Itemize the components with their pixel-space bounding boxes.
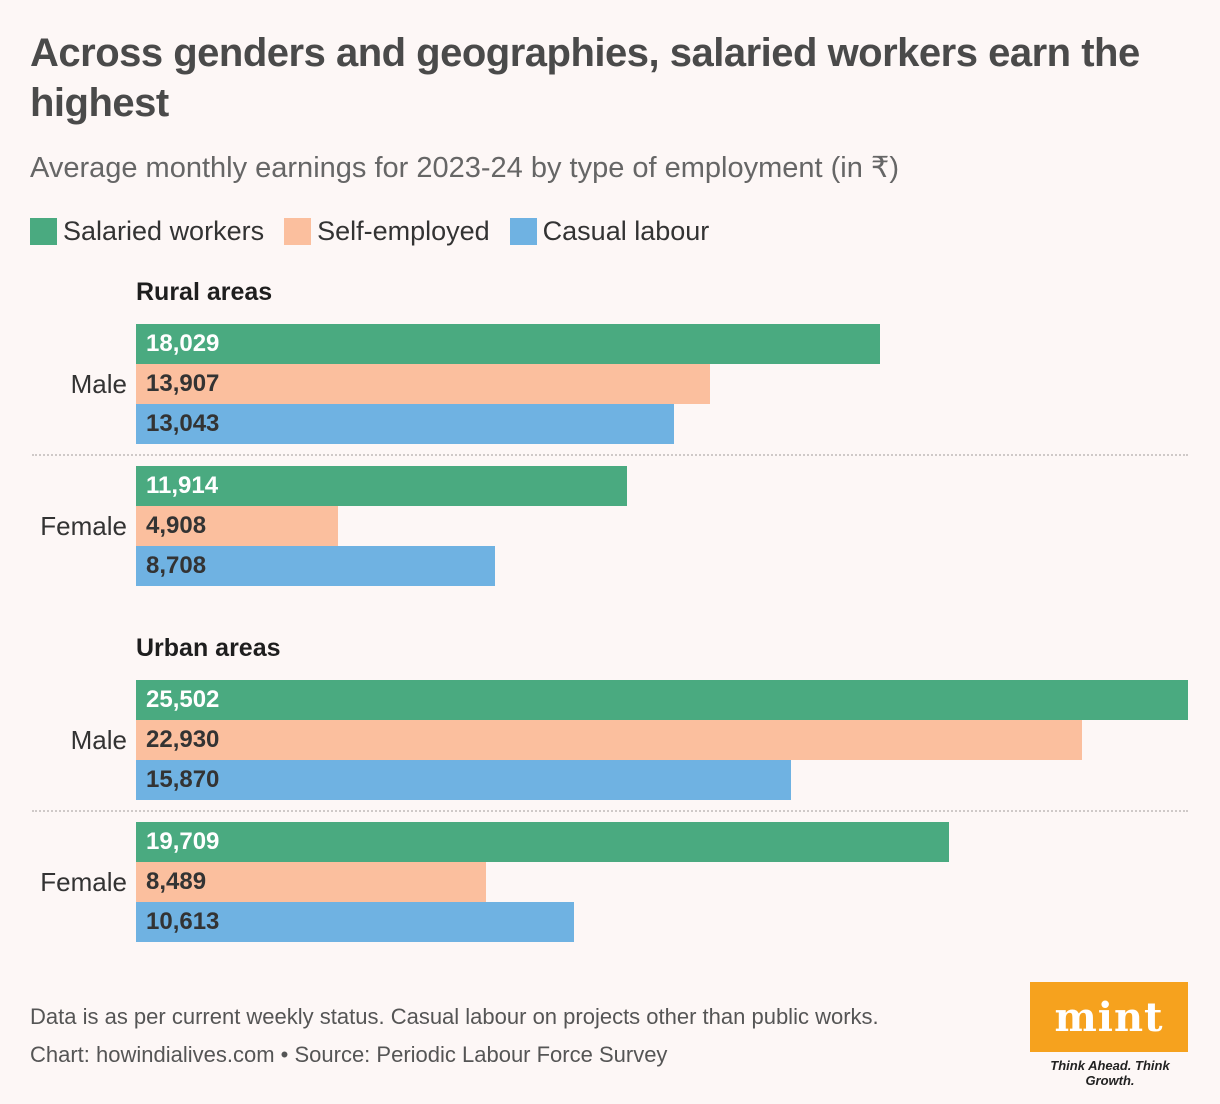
legend-label-self-employed: Self-employed (317, 216, 490, 246)
source-credit: Chart: howindialives.com • Source: Perio… (30, 1042, 668, 1067)
bar-rural-female-casual: 8,708 (136, 546, 496, 586)
urban-female-label: Female (40, 867, 127, 897)
bar-urban-female-casual: 10,613 (136, 902, 574, 942)
legend-swatch-self-employed (284, 218, 312, 245)
legend-swatch-casual (509, 218, 537, 245)
rural-male-label: Male (70, 369, 127, 399)
chart-subtitle: Average monthly earnings for 2023-24 by … (30, 152, 900, 184)
bar-rural-female-salaried: 11,914 (136, 466, 628, 506)
chart-title: Across genders and geographies, salaried… (30, 31, 1140, 125)
bar-rural-male-self-employed: 13,907 (136, 364, 710, 404)
legend-item-casual: Casual labour (509, 216, 710, 247)
bar-urban-male-self-employed: 22,930 (136, 720, 1082, 760)
bar-value-rural-male-salaried: 18,029 (146, 330, 220, 357)
rural-divider (32, 454, 1188, 456)
bar-value-rural-male-casual: 13,043 (146, 410, 220, 437)
bar-value-urban-male-self-employed: 22,930 (146, 726, 220, 753)
bar-urban-female-self-employed: 8,489 (136, 862, 487, 902)
legend-item-self-employed: Self-employed (284, 216, 490, 247)
rural-section-title: Rural areas (136, 278, 273, 306)
rural-female-label: Female (40, 511, 127, 541)
mint-logo-text: mint (1054, 993, 1164, 1041)
urban-male-label: Male (70, 725, 127, 755)
urban-section-title: Urban areas (136, 634, 281, 662)
bar-value-rural-male-self-employed: 13,907 (146, 370, 220, 397)
bar-rural-male-casual: 13,043 (136, 404, 675, 444)
bar-value-rural-female-salaried: 11,914 (146, 472, 219, 499)
bar-urban-female-salaried: 19,709 (136, 822, 950, 862)
bar-urban-male-casual: 15,870 (136, 760, 791, 800)
bar-rural-male-salaried: 18,029 (136, 324, 880, 364)
logo-tagline: Think Ahead. Think Growth. (1050, 1058, 1170, 1088)
legend-swatch-salaried (30, 218, 57, 245)
legend: Salaried workers Self-employed Casual la… (30, 216, 729, 247)
bar-rural-female-self-employed: 4,908 (136, 506, 339, 546)
bar-value-rural-female-self-employed: 4,908 (146, 512, 207, 539)
bar-value-rural-female-casual: 8,708 (146, 552, 207, 579)
footnote: Data is as per current weekly status. Ca… (30, 1004, 879, 1029)
legend-item-salaried: Salaried workers (30, 216, 264, 247)
mint-logo: mint (1030, 982, 1188, 1052)
bar-urban-male-salaried: 25,502 (136, 680, 1188, 720)
legend-label-salaried: Salaried workers (63, 216, 265, 246)
bar-value-urban-male-salaried: 25,502 (146, 686, 220, 713)
bar-value-urban-female-self-employed: 8,489 (146, 868, 207, 895)
bar-value-urban-female-salaried: 19,709 (146, 828, 220, 855)
legend-label-casual: Casual labour (542, 216, 710, 246)
bar-value-urban-female-casual: 10,613 (146, 908, 220, 935)
urban-divider (32, 810, 1188, 812)
bar-value-urban-male-casual: 15,870 (146, 766, 220, 793)
